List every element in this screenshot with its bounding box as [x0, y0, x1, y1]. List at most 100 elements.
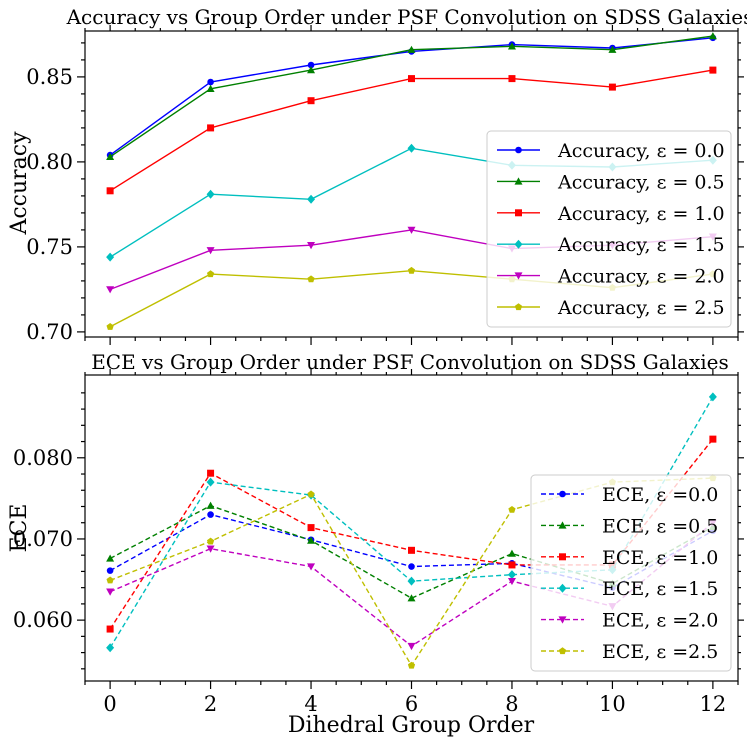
ece-x-tick-label: 4 — [304, 692, 317, 716]
accuracy-legend-marker — [514, 272, 523, 280]
ece-data-point — [408, 546, 415, 554]
ece-legend-label: ECE, ε =1.0 — [602, 547, 718, 569]
ece-data-point — [106, 567, 114, 574]
ece-legend-marker — [558, 616, 567, 624]
ece-x-axis-label: Dihedral Group Order — [288, 713, 535, 738]
ece-data-point — [106, 576, 114, 584]
accuracy-legend: Accuracy, ε = 0.0 Accuracy, ε = 0.5 Accura… — [486, 130, 732, 328]
ece-legend-marker — [558, 521, 567, 529]
ece-data-point — [508, 561, 516, 569]
accuracy-chart-title: Accuracy vs Group Order under PSF Convol… — [66, 5, 747, 29]
ece-y-tick-label: 0.070 — [13, 527, 73, 551]
ece-legend-label: ECE, ε =0.5 — [602, 515, 718, 537]
accuracy-data-point — [407, 45, 416, 53]
accuracy-data-point — [206, 247, 215, 255]
ece-data-point — [307, 563, 316, 571]
accuracy-legend-marker — [515, 146, 522, 154]
ece-data-point — [307, 536, 316, 544]
accuracy-data-point — [407, 226, 416, 234]
ece-data-point — [206, 537, 215, 545]
accuracy-data-point — [207, 124, 215, 132]
accuracy-legend-marker — [514, 303, 523, 311]
ece-data-point — [709, 435, 717, 443]
accuracy-data-point — [106, 187, 114, 195]
ece-x-tick-label: 10 — [599, 692, 626, 716]
accuracy-data-point — [106, 286, 115, 294]
ece-legend-marker — [558, 647, 567, 655]
accuracy-legend-marker — [514, 177, 523, 185]
accuracy-plot-frame — [84, 30, 739, 338]
accuracy-data-point — [407, 266, 416, 274]
ece-legend-marker — [558, 583, 567, 593]
ece-data-point — [407, 642, 416, 651]
ece-x-tick-label: 0 — [103, 692, 116, 716]
accuracy-data-point — [709, 66, 717, 74]
ece-legend-label: ECE, ε =2.5 — [602, 641, 718, 663]
accuracy-legend-label: Accuracy, ε = 0.5 — [557, 171, 725, 193]
ece-data-point — [207, 511, 214, 518]
ece-chart: ECE vs Group Order under PSF Convolution… — [7, 350, 744, 738]
ece-legend-label: ECE, ε =1.5 — [602, 578, 718, 600]
accuracy-data-point — [206, 84, 215, 92]
ece-data-point — [307, 524, 315, 532]
ece-data-point — [708, 392, 717, 402]
ece-x-tick-label: 6 — [405, 692, 418, 716]
accuracy-data-point — [307, 275, 315, 283]
ece-data-point — [206, 477, 215, 487]
accuracy-data-point — [206, 270, 215, 278]
ece-data-point — [407, 661, 416, 669]
accuracy-data-point — [207, 78, 214, 86]
accuracy-legend-label: Accuracy, ε = 1.0 — [557, 203, 725, 225]
ece-legend-marker — [559, 490, 566, 498]
accuracy-axes: 0.70 0.75 0.80 0.85 — [26, 25, 744, 345]
ece-chart-title: ECE vs Group Order under PSF Convolution… — [91, 350, 729, 374]
accuracy-data-point — [106, 252, 115, 262]
accuracy-legend-box — [486, 130, 732, 328]
accuracy-y-axis-label: Accuracy — [7, 131, 32, 236]
accuracy-data-point — [608, 83, 616, 91]
accuracy-chart: Accuracy vs Group Order under PSF Convol… — [7, 5, 747, 345]
accuracy-data-point — [408, 75, 415, 83]
ece-axes: 0 2 4 6 8 10 12 0.060 0.070 0.080 — [13, 369, 744, 716]
ece-data-point — [106, 643, 115, 653]
ece-legend-label: ECE, ε =2.0 — [602, 610, 718, 632]
ece-x-tick-label: 12 — [700, 692, 727, 716]
accuracy-data-point — [106, 152, 115, 160]
ece-y-tick-label: 0.080 — [13, 446, 73, 470]
ece-data-point — [307, 490, 315, 498]
accuracy-data-point — [307, 242, 316, 250]
accuracy-legend-marker — [514, 239, 523, 249]
accuracy-data-point — [307, 194, 316, 204]
ece-x-tick-label: 2 — [204, 692, 217, 716]
ece-data-point — [507, 570, 516, 580]
ece-legend-label: ECE, ε =0.0 — [602, 484, 718, 506]
accuracy-data-point — [307, 66, 316, 74]
accuracy-legend-label: Accuracy, ε = 2.0 — [557, 266, 725, 288]
accuracy-data-point — [307, 61, 315, 69]
accuracy-data-point — [608, 45, 617, 53]
ece-plot-frame — [84, 374, 739, 682]
accuracy-legend-label: Accuracy, ε = 0.0 — [557, 140, 725, 162]
ece-data-point — [507, 577, 516, 586]
ece-y-axis-label: ECE — [7, 504, 32, 553]
accuracy-y-tick-label: 0.80 — [26, 150, 73, 174]
ece-data-point — [206, 545, 215, 553]
ece-data-point — [106, 625, 114, 633]
ece-data-point — [106, 554, 115, 562]
accuracy-legend-label: Accuracy, ε = 1.5 — [557, 234, 725, 256]
accuracy-data-point — [106, 323, 114, 330]
ece-data-point — [507, 549, 516, 557]
ece-x-tick-label: 8 — [505, 692, 518, 716]
ece-data-point — [407, 576, 416, 586]
accuracy-data-point — [307, 97, 315, 105]
ece-data-point — [407, 594, 416, 602]
accuracy-data-point — [407, 143, 416, 153]
accuracy-data-point — [206, 189, 215, 199]
accuracy-legend-marker — [515, 209, 522, 217]
accuracy-data-point — [508, 75, 516, 83]
accuracy-data-point — [507, 42, 516, 50]
accuracy-data-point — [708, 32, 717, 40]
ece-legend-marker — [559, 553, 566, 561]
ece-data-point — [206, 501, 215, 509]
